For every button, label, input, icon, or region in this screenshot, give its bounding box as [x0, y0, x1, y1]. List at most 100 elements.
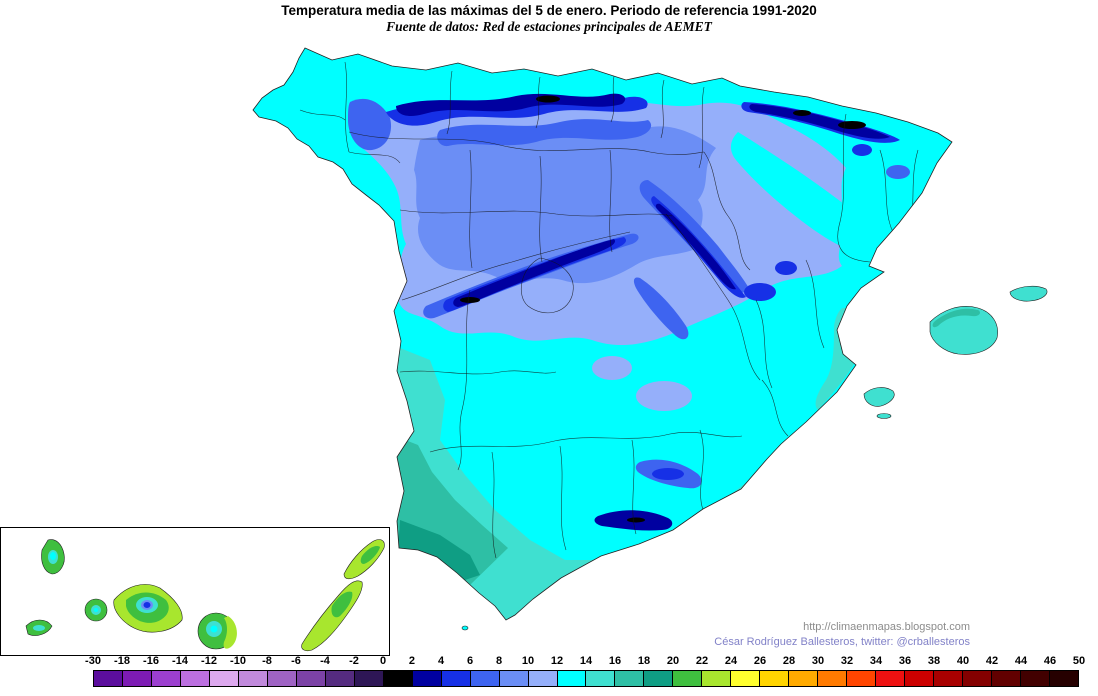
- legend-cell: [673, 671, 703, 686]
- legend-cell: [760, 671, 790, 686]
- menorca-island: [1009, 285, 1048, 302]
- legend-cell: [557, 671, 587, 686]
- sistema-central-ridge: [453, 239, 616, 307]
- legend-cell: [818, 671, 848, 686]
- la-gomera-summit: [94, 608, 98, 612]
- teide-summit: [143, 602, 151, 608]
- legend-cell: [180, 671, 210, 686]
- lanzarote-highland: [360, 546, 380, 564]
- legend-cell: [122, 671, 152, 686]
- legend-tick-label: 40: [956, 655, 970, 667]
- attribution-author: César Rodríguez Ballesteros, twitter: @c…: [714, 636, 970, 648]
- legend-cell: [267, 671, 297, 686]
- montseny-patch: [886, 165, 910, 179]
- duero-basin-region: [414, 126, 716, 284]
- legend-cell: [905, 671, 935, 686]
- gran-canaria-summit: [210, 625, 218, 633]
- pyrenees-ridge: [749, 104, 890, 139]
- legend-tick-label: -2: [349, 655, 359, 667]
- spain-coastline: [252, 47, 953, 621]
- prepyrenees-patch: [852, 144, 872, 156]
- cuenca-highland-region: [636, 381, 692, 411]
- legend-tick-label: 50: [1072, 655, 1086, 667]
- gredos-core: [460, 297, 480, 303]
- legend-cell: [296, 671, 326, 686]
- legend-tick-label: 28: [782, 655, 796, 667]
- legend-colorbar: [93, 670, 1079, 687]
- legend-tick-label: -6: [291, 655, 301, 667]
- legend-cell: [586, 671, 616, 686]
- mulhacen-core: [627, 517, 645, 523]
- legend-tick-label: 22: [695, 655, 709, 667]
- legend-tick-label: 6: [466, 655, 474, 667]
- la-palma-summit: [50, 552, 56, 560]
- legend-tick-label: 32: [840, 655, 854, 667]
- el-hierro-highland: [33, 625, 45, 631]
- legend-tick-label: 42: [985, 655, 999, 667]
- legend-cell: [209, 671, 239, 686]
- legend-cell: [151, 671, 181, 686]
- cantabrian-ridge: [396, 93, 626, 117]
- attribution: http://climaenmapas.blogspot.com César R…: [620, 620, 970, 650]
- serrania-cuenca-patch: [633, 277, 689, 340]
- legend-cell: [992, 671, 1021, 686]
- legend-tick-label: 44: [1014, 655, 1028, 667]
- legend-cell: [1049, 671, 1078, 686]
- formentera-island: [876, 413, 892, 419]
- legend-cell: [499, 671, 529, 686]
- picos-europa-core: [536, 95, 560, 103]
- page-title: Temperatura media de las máximas del 5 d…: [281, 3, 817, 18]
- legend-cell: [1021, 671, 1050, 686]
- legend-cell: [963, 671, 993, 686]
- gudar-patch: [744, 283, 776, 301]
- valencia-coast-strip: [815, 307, 854, 410]
- legend-tick-label: 26: [753, 655, 767, 667]
- pyrenees-core-west: [793, 110, 811, 116]
- legend-tick-label: 46: [1043, 655, 1057, 667]
- iberian-ridge: [655, 203, 736, 290]
- legend-cell: [412, 671, 442, 686]
- legend-tick-label: 34: [869, 655, 883, 667]
- legend-tick-label: 20: [666, 655, 680, 667]
- legend-cell: [876, 671, 906, 686]
- legend-cell: [238, 671, 268, 686]
- small-islet: [461, 625, 469, 631]
- albacete-highland-region: [592, 356, 632, 380]
- legend-tick-label: 36: [898, 655, 912, 667]
- legend-tick-label: 10: [521, 655, 535, 667]
- balearic-islands: [863, 285, 1048, 419]
- ebro-valley-region: [730, 132, 878, 253]
- cazorla-inner: [652, 468, 684, 480]
- legend-cell: [528, 671, 558, 686]
- page-subtitle: Fuente de datos: Red de estaciones princ…: [386, 19, 712, 34]
- legend-cell: [615, 671, 645, 686]
- temperature-legend: -30 -18 -16 -14 -12 -10 -8 -6 -4 -2 0 2 4 6 8 10 12 14 16 1…: [85, 655, 1085, 687]
- legend-tick-row: -30 -18 -16 -14 -12 -10 -8 -6 -4 -2 0 2 4 6 8 10 12 14 16 1…: [85, 655, 1085, 669]
- legend-tick-label: -10: [230, 655, 246, 667]
- legend-tick-label: 18: [637, 655, 651, 667]
- legend-tick-label: 16: [608, 655, 622, 667]
- fuerteventura-highland: [331, 591, 353, 618]
- legend-cell: [731, 671, 761, 686]
- province-boundaries: [299, 61, 919, 559]
- legend-tick-label: -14: [172, 655, 188, 667]
- attribution-url: http://climaenmapas.blogspot.com: [803, 621, 970, 633]
- legend-tick-label: 0: [379, 655, 387, 667]
- legend-tick-label: -4: [320, 655, 330, 667]
- legend-tick-label: 12: [550, 655, 564, 667]
- legend-cell: [644, 671, 674, 686]
- legend-tick-label: 30: [811, 655, 825, 667]
- legend-cell: [354, 671, 384, 686]
- javalambre-patch: [775, 261, 797, 275]
- legend-tick-label: 14: [579, 655, 593, 667]
- legend-tick-label: -8: [262, 655, 272, 667]
- canary-inset: [0, 527, 390, 656]
- tramuntana-range: [932, 308, 980, 328]
- legend-tick-label: 24: [724, 655, 738, 667]
- legend-tick-label: 4: [437, 655, 445, 667]
- gran-canaria-coast-fringe: [223, 616, 237, 649]
- legend-cell: [325, 671, 355, 686]
- legend-cell: [789, 671, 819, 686]
